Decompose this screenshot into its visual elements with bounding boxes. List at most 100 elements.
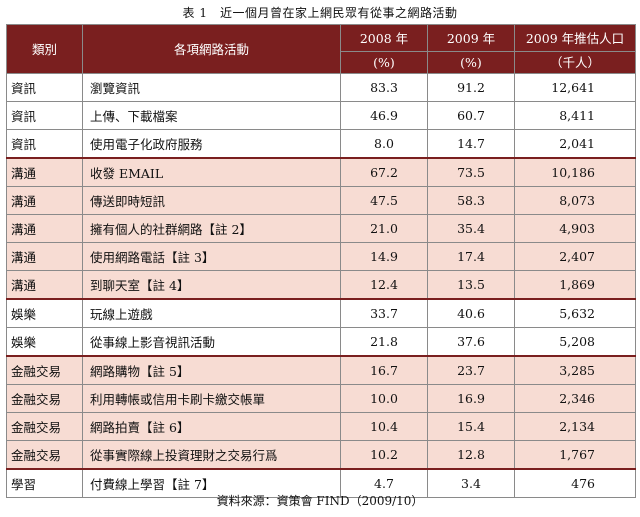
cell-2009: 15.4 — [427, 412, 515, 441]
cell-estimate: 8,073 — [514, 186, 636, 215]
cell-2008: 21.8 — [340, 327, 428, 357]
cell-activity: 網路購物【註 5】 — [82, 355, 341, 385]
cell-category: 金融交易 — [6, 355, 83, 385]
cell-category: 金融交易 — [6, 412, 83, 441]
cell-estimate: 12,641 — [514, 73, 636, 102]
cell-2008: 12.4 — [340, 270, 428, 300]
cell-category: 溝通 — [6, 214, 83, 243]
cell-2008: 10.4 — [340, 412, 428, 441]
cell-2008: 83.3 — [340, 73, 428, 102]
cell-estimate: 2,134 — [514, 412, 636, 441]
cell-activity: 網路拍賣【註 6】 — [82, 412, 341, 441]
cell-estimate: 1,767 — [514, 440, 636, 470]
cell-activity: 利用轉帳或信用卡刷卡繳交帳單 — [82, 384, 341, 413]
cell-estimate: 8,411 — [514, 101, 636, 130]
cell-2009: 12.8 — [427, 440, 515, 470]
cell-2009: 13.5 — [427, 270, 515, 300]
table-row: 金融交易 從事實際線上投資理財之交易行爲 10.2 12.8 1,767 — [6, 440, 636, 470]
table-row: 娛樂 從事線上影音視訊活動 21.8 37.6 5,208 — [6, 327, 636, 357]
cell-category: 資訊 — [6, 129, 83, 159]
cell-estimate: 5,208 — [514, 327, 636, 357]
cell-2009: 91.2 — [427, 73, 515, 102]
cell-2009: 17.4 — [427, 242, 515, 271]
table-row: 溝通 傳送即時短訊 47.5 58.3 8,073 — [6, 186, 636, 215]
table-row: 資訊 使用電子化政府服務 8.0 14.7 2,041 — [6, 129, 636, 159]
cell-2009: 35.4 — [427, 214, 515, 243]
table-row: 溝通 收發 EMAIL 67.2 73.5 10,186 — [6, 157, 636, 187]
cell-category: 金融交易 — [6, 440, 83, 470]
cell-activity: 瀏覽資訊 — [82, 73, 341, 102]
cell-activity: 收發 EMAIL — [82, 157, 341, 187]
cell-activity: 擁有個人的社群網路【註 2】 — [82, 214, 341, 243]
cell-category: 資訊 — [6, 73, 83, 102]
cell-category: 溝通 — [6, 157, 83, 187]
cell-2009: 60.7 — [427, 101, 515, 130]
cell-2009: 16.9 — [427, 384, 515, 413]
cell-estimate: 4,903 — [514, 214, 636, 243]
cell-2008: 47.5 — [340, 186, 428, 215]
header-estimate-unit: （千人） — [514, 51, 636, 74]
cell-category: 溝通 — [6, 186, 83, 215]
table-row: 金融交易 網路購物【註 5】 16.7 23.7 3,285 — [6, 355, 636, 385]
cell-activity: 上傳、下載檔案 — [82, 101, 341, 130]
cell-category: 娛樂 — [6, 327, 83, 357]
cell-category: 溝通 — [6, 242, 83, 271]
cell-2008: 16.7 — [340, 355, 428, 385]
cell-estimate: 3,285 — [514, 355, 636, 385]
cell-estimate: 10,186 — [514, 157, 636, 187]
cell-2009: 40.6 — [427, 298, 515, 328]
header-2009-unit: (%) — [427, 51, 515, 74]
cell-category: 學習 — [6, 468, 83, 498]
cell-2009: 3.4 — [427, 468, 515, 498]
header-2008-unit: (%) — [340, 51, 428, 74]
cell-2008: 10.2 — [340, 440, 428, 470]
cell-activity: 到聊天室【註 4】 — [82, 270, 341, 300]
cell-2008: 14.9 — [340, 242, 428, 271]
cell-activity: 從事線上影音視訊活動 — [82, 327, 341, 357]
cell-2009: 23.7 — [427, 355, 515, 385]
cell-activity: 使用網路電話【註 3】 — [82, 242, 341, 271]
cell-activity: 使用電子化政府服務 — [82, 129, 341, 159]
cell-category: 娛樂 — [6, 298, 83, 328]
cell-estimate: 1,869 — [514, 270, 636, 300]
table-body: 資訊 瀏覽資訊 83.3 91.2 12,641 資訊 上傳、下載檔案 46.9 60.7 8,4… — [6, 73, 636, 498]
cell-category: 金融交易 — [6, 384, 83, 413]
table-row: 娛樂 玩線上遊戲 33.7 40.6 5,632 — [6, 298, 636, 328]
cell-estimate: 2,041 — [514, 129, 636, 159]
cell-2008: 46.9 — [340, 101, 428, 130]
cell-2008: 8.0 — [340, 129, 428, 159]
cell-category: 資訊 — [6, 101, 83, 130]
header-2008: 2008 年 — [340, 24, 428, 52]
cell-2009: 73.5 — [427, 157, 515, 187]
table-row: 資訊 瀏覽資訊 83.3 91.2 12,641 — [6, 73, 636, 102]
cell-2009: 58.3 — [427, 186, 515, 215]
cell-2008: 10.0 — [340, 384, 428, 413]
cell-activity: 付費線上學習【註 7】 — [82, 468, 341, 498]
table-title: 表 1 近一個月曾在家上網民眾有從事之網路活動 — [182, 6, 458, 20]
header-activity: 各項網路活動 — [82, 24, 341, 74]
activity-table: 類別 各項網路活動 2008 年 2009 年 2009 年推估人口 (%) (… — [6, 24, 636, 498]
cell-activity: 從事實際線上投資理財之交易行爲 — [82, 440, 341, 470]
cell-estimate: 5,632 — [514, 298, 636, 328]
table-row: 學習 付費線上學習【註 7】 4.7 3.4 476 — [6, 468, 636, 498]
cell-2008: 21.0 — [340, 214, 428, 243]
cell-estimate: 2,346 — [514, 384, 636, 413]
cell-2009: 14.7 — [427, 129, 515, 159]
cell-estimate: 2,407 — [514, 242, 636, 271]
source-note: 資料來源：資策會 FIND（2009/10） — [216, 494, 424, 508]
cell-2009: 37.6 — [427, 327, 515, 357]
table-row: 金融交易 利用轉帳或信用卡刷卡繳交帳單 10.0 16.9 2,346 — [6, 384, 636, 413]
table-row: 金融交易 網路拍賣【註 6】 10.4 15.4 2,134 — [6, 412, 636, 441]
cell-2008: 33.7 — [340, 298, 428, 328]
cell-2008: 67.2 — [340, 157, 428, 187]
table-row: 溝通 擁有個人的社群網路【註 2】 21.0 35.4 4,903 — [6, 214, 636, 243]
table-header: 類別 各項網路活動 2008 年 2009 年 2009 年推估人口 (%) (… — [6, 24, 636, 74]
header-2009: 2009 年 — [427, 24, 515, 52]
header-category: 類別 — [6, 24, 83, 74]
header-estimate: 2009 年推估人口 — [514, 24, 636, 52]
cell-activity: 傳送即時短訊 — [82, 186, 341, 215]
table-row: 溝通 使用網路電話【註 3】 14.9 17.4 2,407 — [6, 242, 636, 271]
cell-category: 溝通 — [6, 270, 83, 300]
cell-estimate: 476 — [514, 468, 636, 498]
table-row: 資訊 上傳、下載檔案 46.9 60.7 8,411 — [6, 101, 636, 130]
